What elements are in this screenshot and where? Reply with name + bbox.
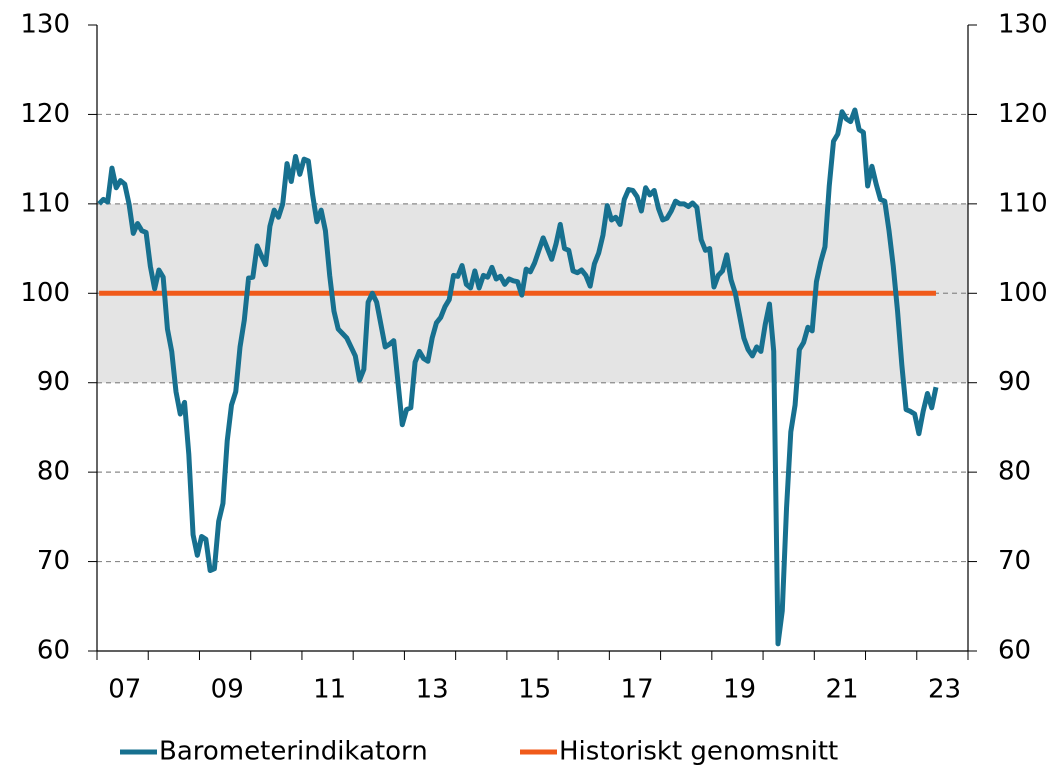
legend-label: Historiskt genomsnitt — [559, 737, 838, 767]
y2-tick-label: 80 — [998, 457, 1031, 487]
y-tick-label: 120 — [20, 99, 70, 129]
legend-label: Barometerindikatorn — [159, 737, 428, 767]
y-tick-label: 130 — [20, 10, 70, 40]
y2-tick-label: 60 — [998, 636, 1031, 666]
x-tick-label: 13 — [416, 675, 449, 705]
y2-tick-label: 130 — [998, 10, 1048, 40]
y-tick-label: 70 — [37, 546, 70, 576]
x-tick-label: 07 — [108, 675, 141, 705]
x-tick-label: 17 — [621, 675, 654, 705]
y2-tick-label: 110 — [998, 188, 1048, 218]
y2-tick-label: 90 — [998, 367, 1031, 397]
y-tick-label: 90 — [37, 367, 70, 397]
y-tick-label: 100 — [20, 278, 70, 308]
y-tick-label: 80 — [37, 457, 70, 487]
x-tick-label: 19 — [723, 675, 756, 705]
x-tick-label: 15 — [518, 675, 551, 705]
x-tick-label: 09 — [211, 675, 244, 705]
y2-tick-label: 70 — [998, 546, 1031, 576]
x-tick-label: 21 — [825, 675, 858, 705]
y2-tick-label: 120 — [998, 99, 1048, 129]
x-tick-label: 23 — [928, 675, 961, 705]
x-tick-label: 11 — [313, 675, 346, 705]
y2-tick-label: 100 — [998, 278, 1048, 308]
y-tick-label: 60 — [37, 636, 70, 666]
series-line — [97, 107, 939, 647]
y-tick-label: 110 — [20, 188, 70, 218]
